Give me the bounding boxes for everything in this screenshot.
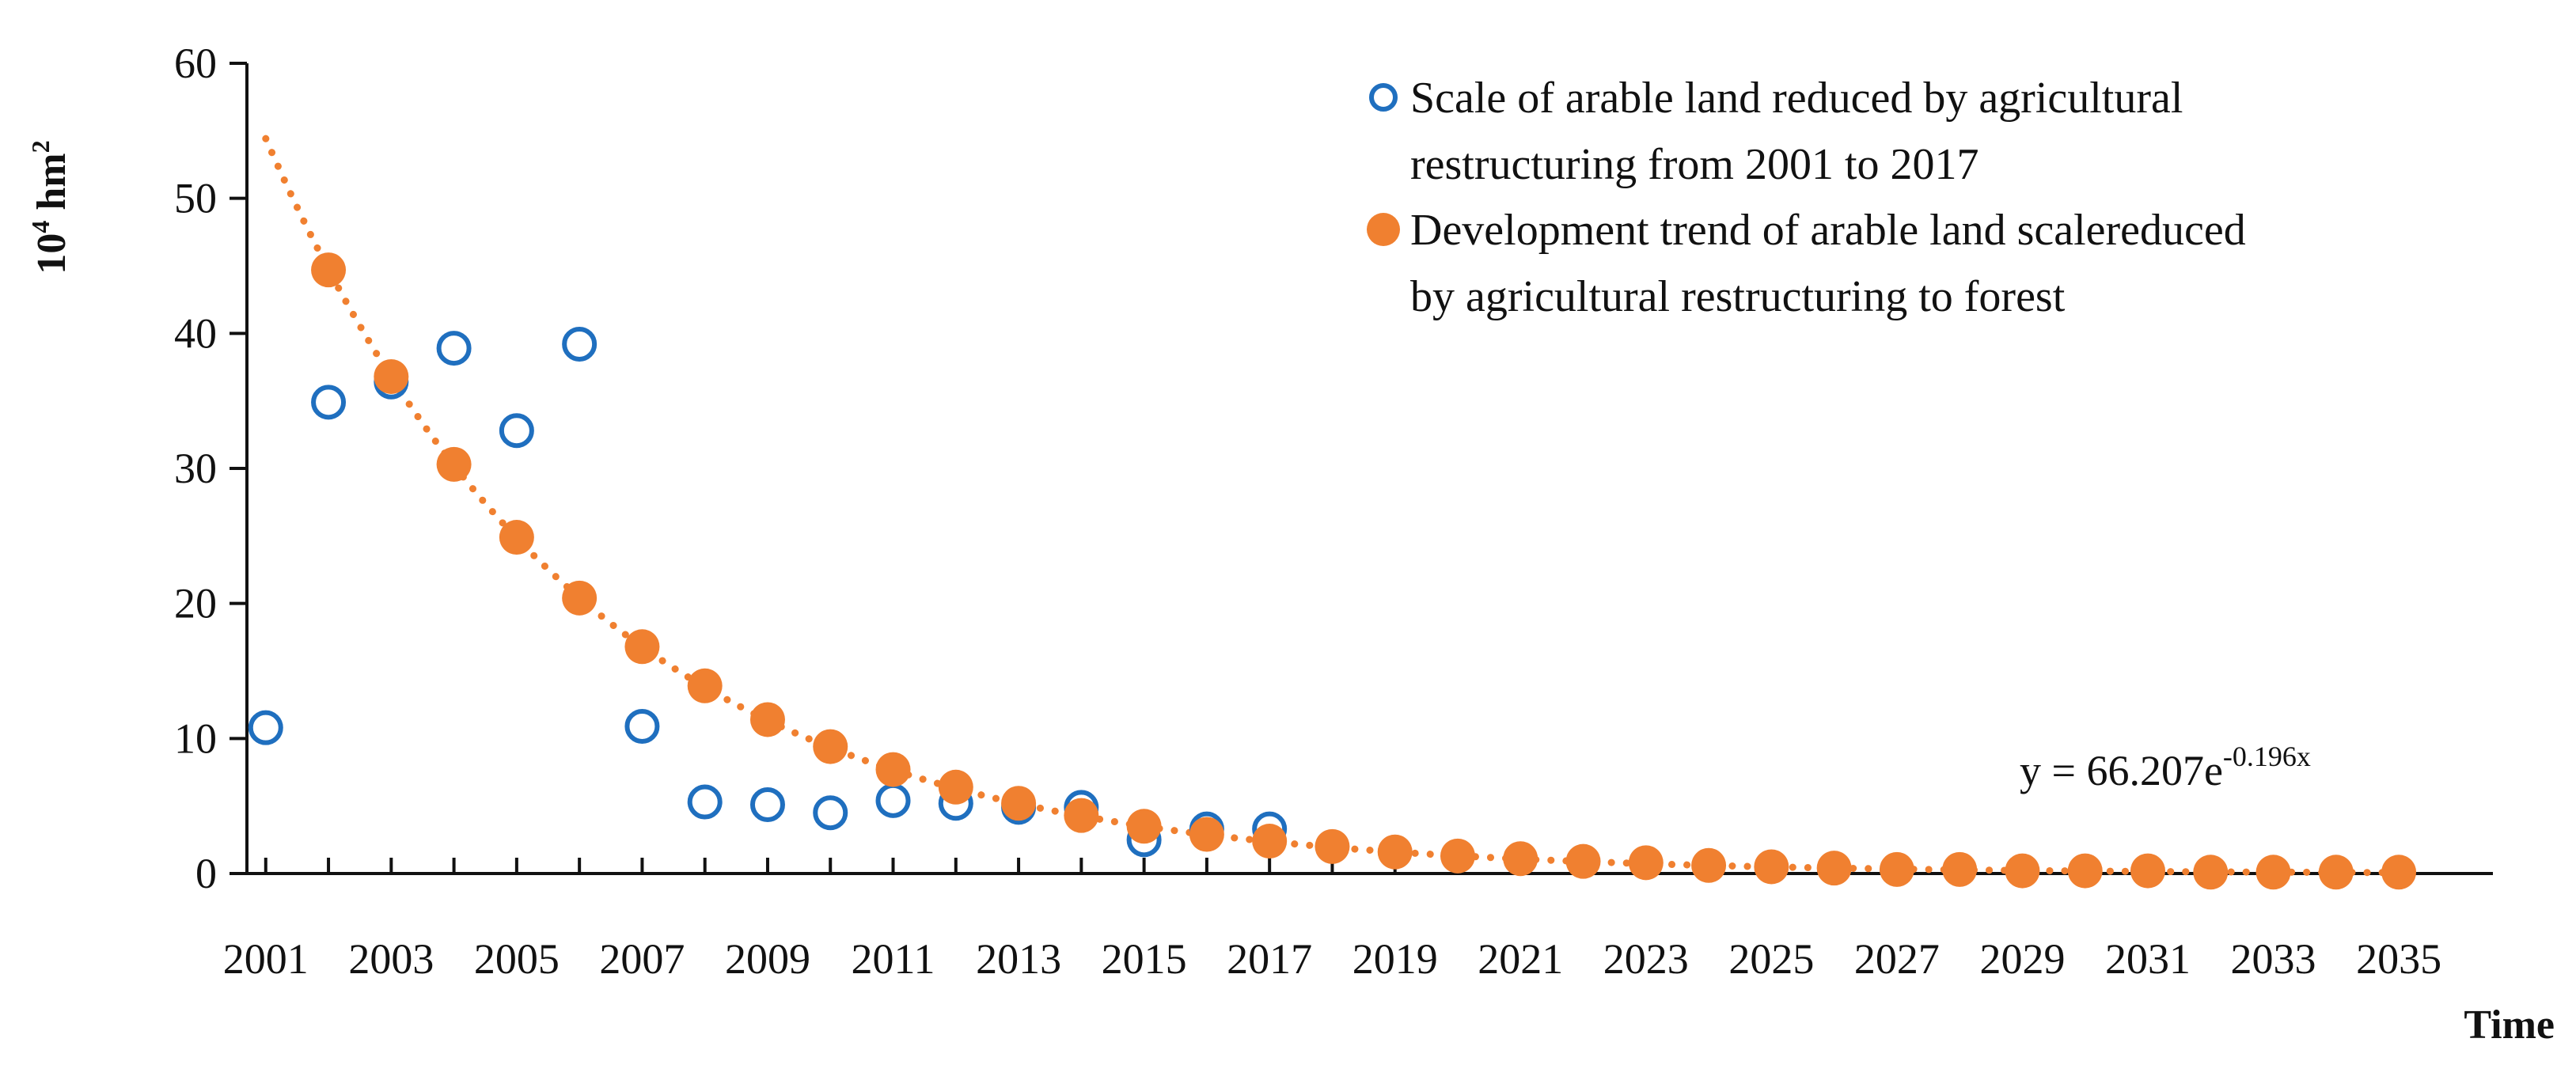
x-tick-label: 2009 — [725, 935, 810, 983]
point-observed-2006 — [562, 326, 598, 362]
point-trend-2019 — [1377, 834, 1413, 870]
x-tick-label: 2003 — [348, 935, 434, 983]
point-trend-2028 — [1942, 851, 1978, 887]
x-tick-label: 2025 — [1728, 935, 1814, 983]
point-trend-2031 — [2130, 853, 2165, 889]
point-trend-2035 — [2381, 855, 2417, 890]
y-tick-label: 30 — [174, 445, 217, 492]
point-trend-2012 — [938, 769, 973, 805]
point-trend-2014 — [1064, 798, 1099, 833]
legend-label-observed-line2: restructuring from 2001 to 2017 — [1410, 140, 1979, 189]
point-trend-2029 — [2005, 853, 2040, 889]
x-tick-label: 2007 — [599, 935, 685, 983]
legend-label-trend-line1: Development trend of arable land scalere… — [1410, 206, 2246, 255]
legend-marker-observed — [1369, 83, 1398, 112]
y-tick-label: 0 — [195, 850, 217, 897]
point-trend-2022 — [1565, 843, 1601, 879]
x-tick-label: 2035 — [2356, 935, 2441, 983]
point-trend-2018 — [1315, 828, 1350, 864]
point-trend-2033 — [2255, 855, 2291, 890]
y-tick-label: 20 — [174, 580, 217, 627]
point-observed-2008 — [687, 784, 723, 820]
point-observed-2005 — [499, 413, 534, 449]
point-observed-2009 — [749, 786, 785, 822]
x-tick-label: 2019 — [1352, 935, 1438, 983]
point-observed-2010 — [813, 795, 848, 831]
point-trend-2010 — [813, 729, 848, 764]
legend-marker-trend — [1367, 213, 1400, 246]
legend-label-trend-line2: by agricultural restructuring to forest — [1410, 272, 2066, 321]
x-tick-label: 2017 — [1227, 935, 1312, 983]
point-trend-2021 — [1503, 841, 1538, 877]
x-tick-label: 2011 — [852, 935, 935, 983]
point-trend-2003 — [374, 358, 409, 394]
y-tick-label: 50 — [174, 175, 217, 222]
x-tick-label: 2015 — [1102, 935, 1187, 983]
point-trend-2002 — [311, 252, 347, 288]
point-trend-2016 — [1189, 817, 1224, 852]
y-axis: 0 10 20 30 40 50 60 — [174, 40, 247, 897]
trend-equation: y = 66.207e-0.196x — [2020, 741, 2311, 794]
point-trend-2008 — [687, 668, 723, 703]
series-observed — [248, 326, 1288, 858]
point-trend-2007 — [624, 629, 660, 665]
x-axis-title: Time — [2464, 1002, 2555, 1048]
point-trend-2025 — [1754, 849, 1789, 885]
x-tick-label: 2029 — [1979, 935, 2065, 983]
point-trend-2011 — [875, 752, 911, 787]
x-tick-label: 2031 — [2105, 935, 2191, 983]
point-observed-2002 — [311, 385, 347, 420]
point-trend-2034 — [2318, 855, 2354, 890]
point-trend-2032 — [2193, 855, 2229, 890]
x-tick-label: 2001 — [223, 935, 309, 983]
x-tick-label: 2021 — [1478, 935, 1563, 983]
y-axis-title: 104 hm2 — [26, 140, 74, 274]
y-tick-label: 60 — [174, 40, 217, 87]
y-tick-label: 40 — [174, 309, 217, 357]
point-trend-2015 — [1126, 809, 1162, 844]
point-observed-2011 — [875, 783, 911, 818]
point-observed-2004 — [436, 331, 472, 366]
point-trend-2024 — [1691, 847, 1727, 883]
point-trend-2023 — [1628, 845, 1664, 881]
series-trend — [311, 252, 2417, 890]
point-trend-2030 — [2067, 853, 2103, 889]
y-tick-label: 10 — [174, 714, 217, 762]
point-trend-2020 — [1440, 838, 1475, 874]
point-trend-2009 — [749, 702, 785, 737]
point-observed-2001 — [248, 710, 283, 745]
x-tick-label: 2023 — [1603, 935, 1689, 983]
point-trend-2005 — [499, 520, 534, 555]
point-trend-2017 — [1252, 824, 1288, 859]
legend: Scale of arable land reduced by agricult… — [1367, 74, 2246, 321]
point-trend-2027 — [1879, 851, 1914, 887]
point-trend-2006 — [562, 580, 598, 616]
x-tick-label: 2013 — [976, 935, 1061, 983]
x-tick-label: 2027 — [1854, 935, 1940, 983]
x-tick-label: 2005 — [474, 935, 560, 983]
point-trend-2026 — [1816, 851, 1852, 886]
point-observed-2007 — [624, 708, 660, 744]
point-trend-2013 — [1001, 786, 1037, 821]
x-axis: 2001 2003 2005 2007 2009 2011 2013 2015 2017 2019… — [223, 858, 2441, 983]
legend-label-observed-line1: Scale of arable land reduced by agricult… — [1410, 74, 2183, 123]
x-tick-label: 2033 — [2231, 935, 2316, 983]
point-trend-2004 — [436, 446, 472, 482]
